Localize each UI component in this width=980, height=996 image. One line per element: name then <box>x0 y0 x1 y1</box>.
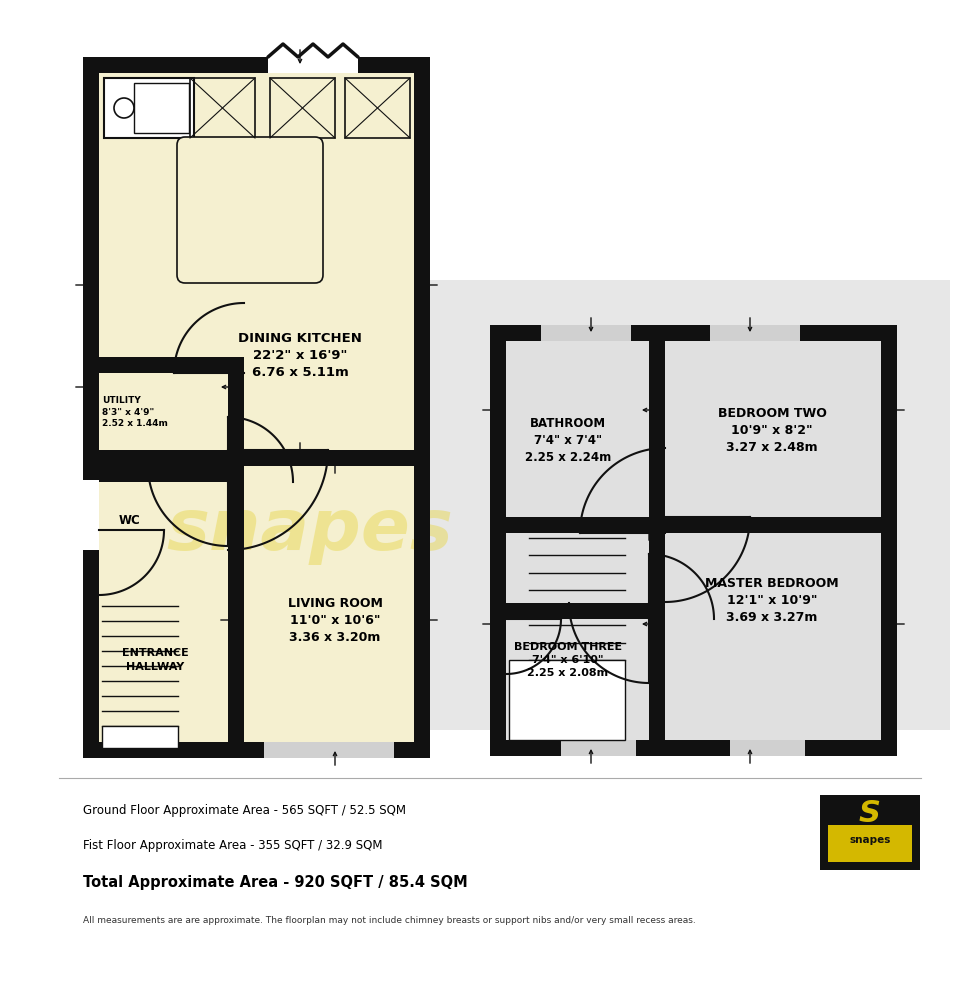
Bar <box>490 740 897 756</box>
Text: snapes: snapes <box>167 495 454 565</box>
Bar <box>414 57 430 758</box>
Bar <box>228 357 244 450</box>
Bar <box>314 742 394 758</box>
Bar <box>83 742 430 758</box>
Bar <box>390 280 950 730</box>
Bar <box>710 325 800 341</box>
Bar <box>83 57 430 758</box>
Bar <box>190 78 255 138</box>
Text: BEDROOM THREE
7'4" x 6'10"
2.25 x 2.08m: BEDROOM THREE 7'4" x 6'10" 2.25 x 2.08m <box>514 641 622 678</box>
FancyBboxPatch shape <box>177 137 323 283</box>
Bar <box>506 603 649 619</box>
Text: BATHROOM
7'4" x 7'4"
2.25 x 2.24m: BATHROOM 7'4" x 7'4" 2.25 x 2.24m <box>525 416 612 463</box>
Text: All measurements are are approximate. The floorplan may not include chimney brea: All measurements are are approximate. Th… <box>83 915 696 924</box>
Bar <box>268 57 358 73</box>
Text: DINING KITCHEN
22'2" x 16'9"
6.76 x 5.11m: DINING KITCHEN 22'2" x 16'9" 6.76 x 5.11… <box>238 332 362 378</box>
Bar <box>649 325 665 756</box>
Bar <box>264 742 344 758</box>
Bar <box>134 83 189 133</box>
Bar <box>541 325 631 341</box>
Text: UTILITY
8'3" x 4'9"
2.52 x 1.44m: UTILITY 8'3" x 4'9" 2.52 x 1.44m <box>102 396 168 427</box>
Bar <box>490 325 897 341</box>
Text: Ground Floor Approximate Area - 565 SQFT / 52.5 SQM: Ground Floor Approximate Area - 565 SQFT… <box>83 804 406 817</box>
Text: S: S <box>859 799 881 828</box>
Bar <box>83 57 430 73</box>
Text: ENTRANCE
HALLWAY: ENTRANCE HALLWAY <box>122 648 188 671</box>
Bar <box>881 325 897 756</box>
Bar <box>270 78 335 138</box>
Bar <box>345 78 410 138</box>
Text: BEDROOM TWO
10'9" x 8'2"
3.27 x 2.48m: BEDROOM TWO 10'9" x 8'2" 3.27 x 2.48m <box>717 406 826 453</box>
Bar <box>83 480 99 550</box>
Text: Total Approximate Area - 920 SQFT / 85.4 SQM: Total Approximate Area - 920 SQFT / 85.4… <box>83 874 467 889</box>
Bar <box>102 726 178 748</box>
Bar <box>83 57 99 758</box>
Bar <box>730 740 805 756</box>
Bar <box>104 78 194 138</box>
Text: Fist Floor Approximate Area - 355 SQFT / 32.9 SQM: Fist Floor Approximate Area - 355 SQFT /… <box>83 839 382 852</box>
Bar <box>228 466 244 742</box>
Bar <box>828 825 912 862</box>
Bar <box>99 466 244 482</box>
Bar <box>490 517 897 533</box>
Bar <box>561 740 636 756</box>
Bar <box>99 357 228 373</box>
Text: WC: WC <box>120 514 141 527</box>
Bar <box>490 325 897 756</box>
Text: LIVING ROOM
11'0" x 10'6"
3.36 x 3.20m: LIVING ROOM 11'0" x 10'6" 3.36 x 3.20m <box>287 597 382 643</box>
Text: snapes: snapes <box>850 835 891 845</box>
Bar <box>490 325 506 756</box>
Bar <box>820 795 920 870</box>
Text: MASTER BEDROOM
12'1" x 10'9"
3.69 x 3.27m: MASTER BEDROOM 12'1" x 10'9" 3.69 x 3.27… <box>706 577 839 623</box>
Bar <box>83 450 430 466</box>
Bar <box>509 660 625 740</box>
